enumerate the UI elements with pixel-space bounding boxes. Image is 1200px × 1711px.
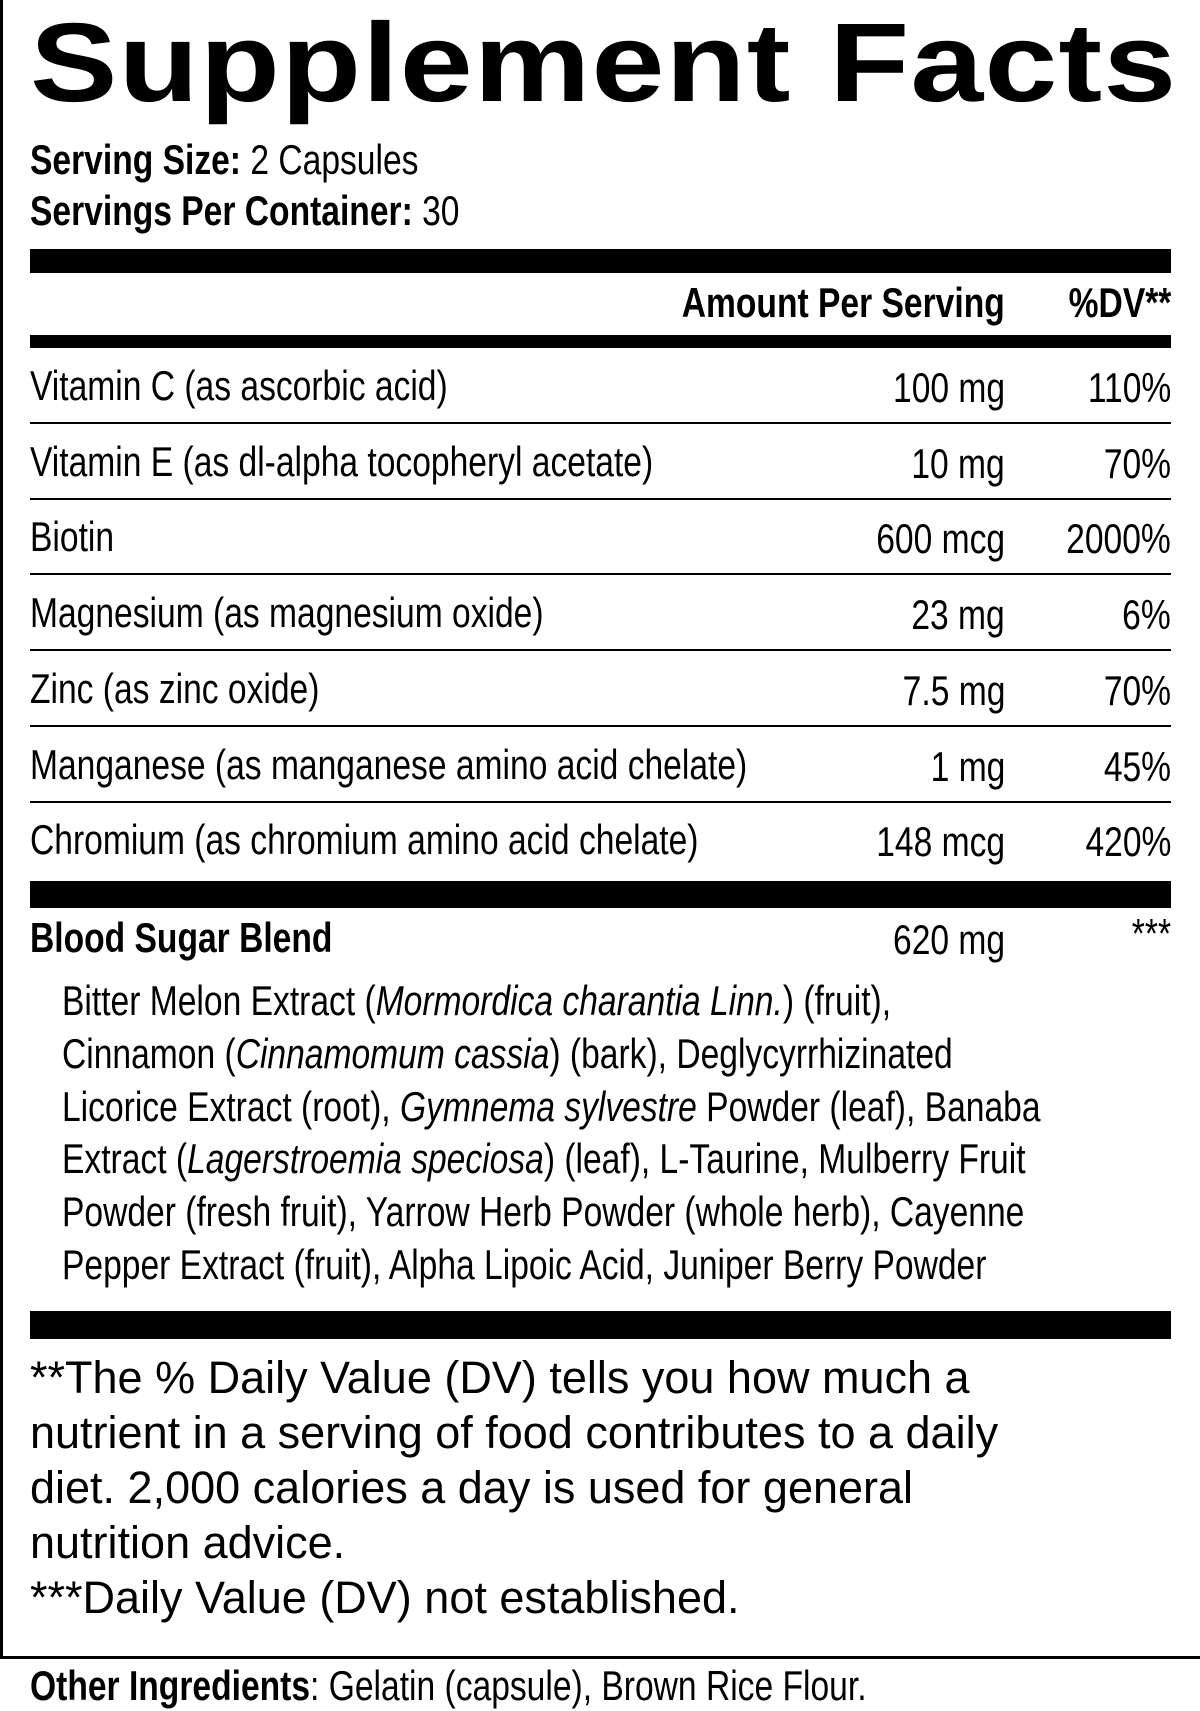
serving-size: Serving Size: 2 Capsules <box>30 136 516 184</box>
divider-bar <box>30 249 1171 273</box>
ingredient-text: Powder (fresh fruit), Yarrow Herb Powder… <box>62 1188 1025 1236</box>
ingredient-text: Powder (leaf), Banaba <box>696 1082 1041 1130</box>
servings-per-container-value: 30 <box>422 187 460 234</box>
blend-name: Blood Sugar Blend <box>30 914 408 962</box>
nutrient-amount: 23 mg <box>888 591 1005 639</box>
other-ingredients-label: Other Ingredients <box>30 1662 311 1709</box>
footnote-line: **The % Daily Value (DV) tells you how m… <box>30 1352 970 1403</box>
ingredient-line: Cinnamon (Cinnamomum cassia) (bark), Deg… <box>62 1030 1175 1078</box>
amount-per-serving-header: Amount Per Serving <box>601 279 1005 327</box>
ingredient-text: ) (fruit), <box>782 977 892 1024</box>
divider-bar <box>30 881 1171 908</box>
other-ingredients-value: : Gelatin (capsule), Brown Rice Flour. <box>310 1662 867 1709</box>
blend-amount-text: 620 mg <box>892 916 1005 963</box>
dv-header-text: %DV** <box>1068 279 1171 326</box>
other-ingredients: Other Ingredients: Gelatin (capsule), Br… <box>30 1662 1076 1710</box>
nutrient-amount-text: 7.5 mg <box>902 666 1005 714</box>
nutrient-name-text: Chromium (as chromium amino acid chelate… <box>30 816 699 864</box>
row-divider <box>30 649 1171 652</box>
servings-per-container-label: Servings Per Container: <box>30 187 413 234</box>
nutrient-amount-text: 10 mg <box>911 439 1005 487</box>
ingredient-line: Extract (Lagerstroemia speciosa) (leaf),… <box>62 1135 1200 1183</box>
footnote-line: ***Daily Value (DV) not established. <box>30 1572 740 1623</box>
divider-bar <box>30 335 1171 348</box>
nutrient-amount-text: 100 mg <box>892 364 1005 411</box>
nutrient-dv: 45% <box>1087 743 1171 791</box>
footnote-line: diet. 2,000 calories a day is used for g… <box>30 1462 914 1513</box>
nutrient-name: Manganese (as manganese amino acid chela… <box>30 741 927 789</box>
nutrient-dv-text: 110% <box>1087 364 1171 411</box>
ingredient-text: Lagerstroemia speciosa <box>187 1135 544 1183</box>
nutrient-name: Zinc (as zinc oxide) <box>30 665 392 713</box>
panel-title: Supplement Facts <box>30 0 1176 128</box>
nutrient-name: Vitamin E (as dl-alpha tocopheryl acetat… <box>30 438 809 486</box>
title-text: Supplement Facts <box>30 0 1178 125</box>
nutrient-dv: 70% <box>1087 667 1171 715</box>
nutrient-name-text: Vitamin E (as dl-alpha tocopheryl acetat… <box>30 437 654 485</box>
nutrient-amount: 1 mg <box>912 743 1005 791</box>
ingredient-text: ) (leaf), L-Taurine, Mulberry Fruit <box>543 1135 1026 1183</box>
nutrient-amount: 10 mg <box>888 440 1005 488</box>
nutrient-dv-text: 420% <box>1085 818 1171 866</box>
ingredient-line: Powder (fresh fruit), Yarrow Herb Powder… <box>62 1188 1200 1236</box>
nutrient-name: Vitamin C (as ascorbic acid) <box>30 362 552 410</box>
nutrient-amount-text: 1 mg <box>930 742 1005 790</box>
row-divider <box>30 422 1171 424</box>
ingredient-text: Mormordica charantia Linn. <box>375 977 783 1024</box>
nutrient-name-text: Biotin <box>30 513 115 561</box>
nutrient-name: Biotin <box>30 513 135 561</box>
dv-header: %DV** <box>1043 279 1171 327</box>
nutrient-amount-text: 148 mcg <box>876 818 1005 866</box>
nutrient-dv: 110% <box>1067 364 1171 412</box>
ingredient-text: Cinnamomum cassia <box>235 1029 550 1077</box>
divider-bar <box>30 1311 1171 1339</box>
nutrient-amount: 7.5 mg <box>877 667 1005 715</box>
nutrient-amount: 148 mcg <box>844 818 1005 866</box>
serving-size-value: 2 Capsules <box>250 136 419 183</box>
ingredient-text: Licorice Extract (root), <box>62 1082 400 1130</box>
nutrient-amount-text: 600 mcg <box>876 515 1005 563</box>
ingredient-text: Bitter Melon Extract ( <box>62 977 376 1024</box>
row-divider <box>30 724 1171 727</box>
nutrient-dv: 70% <box>1087 440 1171 488</box>
nutrient-dv-text: 6% <box>1122 591 1171 639</box>
servings-per-container: Servings Per Container: 30 <box>30 187 567 235</box>
nutrient-name-text: Zinc (as zinc oxide) <box>30 664 320 712</box>
amount-header-text: Amount Per Serving <box>682 279 1005 326</box>
blend-name-text: Blood Sugar Blend <box>30 914 333 961</box>
nutrient-dv-text: 70% <box>1103 666 1171 714</box>
footnote-line: nutrient in a serving of food contribute… <box>30 1407 999 1458</box>
row-divider <box>30 573 1171 576</box>
nutrient-name-text: Vitamin C (as ascorbic acid) <box>30 362 448 409</box>
row-divider <box>30 497 1171 500</box>
row-divider <box>30 800 1171 803</box>
nutrient-name: Magnesium (as magnesium oxide) <box>30 589 672 637</box>
ingredient-text: Gymnema sylvestre <box>399 1082 697 1130</box>
footnote-line: nutrition advice. <box>30 1517 346 1568</box>
ingredient-text: ) (bark), Deglycyrrhizinated <box>549 1029 953 1077</box>
ingredient-text: Extract ( <box>62 1135 188 1183</box>
ingredient-line: Pepper Extract (fruit), Alpha Lipoic Aci… <box>62 1241 1200 1289</box>
serving-size-label: Serving Size: <box>30 136 242 183</box>
nutrient-dv-text: 45% <box>1103 742 1171 790</box>
supplement-facts-panel <box>0 0 1200 1659</box>
nutrient-dv: 2000% <box>1040 515 1171 563</box>
nutrient-name: Chromium (as chromium amino acid chelate… <box>30 816 866 864</box>
nutrient-name-text: Magnesium (as magnesium oxide) <box>30 589 544 637</box>
nutrient-amount-text: 23 mg <box>911 591 1005 639</box>
nutrient-name-text: Manganese (as manganese amino acid chela… <box>30 740 748 788</box>
ingredient-text: Pepper Extract (fruit), Alpha Lipoic Aci… <box>62 1241 987 1288</box>
ingredient-line: Bitter Melon Extract (Mormordica charant… <box>62 977 1098 1025</box>
blend-dv: *** <box>1122 910 1171 958</box>
nutrient-dv: 420% <box>1064 818 1171 866</box>
nutrient-dv-text: 70% <box>1103 439 1171 487</box>
blend-dv-text: *** <box>1131 910 1171 957</box>
nutrient-amount: 100 mg <box>865 364 1005 412</box>
blend-amount: 620 mg <box>865 916 1005 964</box>
nutrient-amount: 600 mcg <box>844 515 1005 563</box>
ingredient-text: Cinnamon ( <box>62 1029 236 1077</box>
nutrient-dv: 6% <box>1110 591 1171 639</box>
nutrient-dv-text: 2000% <box>1066 515 1171 563</box>
ingredient-line: Licorice Extract (root), Gymnema sylvest… <box>62 1083 1200 1131</box>
